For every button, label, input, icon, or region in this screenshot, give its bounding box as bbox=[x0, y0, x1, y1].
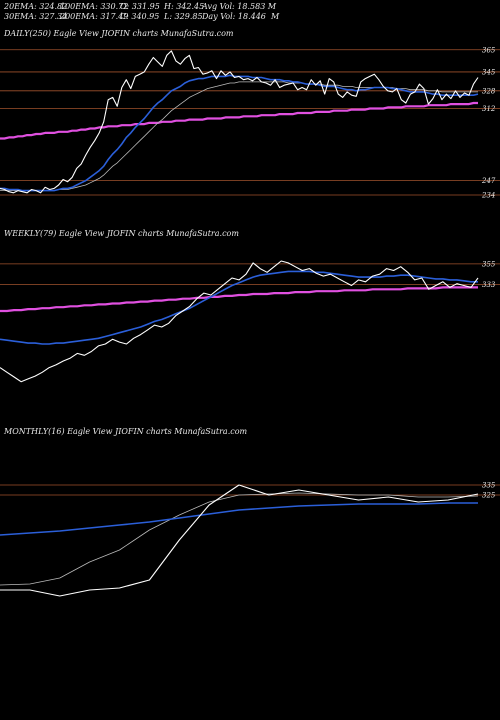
stat-close: C: 340.95 bbox=[120, 12, 160, 21]
monthly-series-price bbox=[0, 484, 479, 597]
stat-open: O: 331.95 bbox=[120, 2, 160, 11]
daily-level-label-328: 328 bbox=[482, 87, 496, 95]
stat-low: L: 329.85 bbox=[164, 12, 203, 21]
monthly-series-ema-grey bbox=[0, 492, 479, 586]
daily-series-ema-long bbox=[0, 101, 478, 140]
daily-series-price bbox=[0, 50, 479, 194]
daily-level-label-247: 247 bbox=[481, 177, 496, 185]
stat-high: H: 342.45 bbox=[164, 2, 205, 11]
daily-level-label-312: 312 bbox=[482, 105, 496, 113]
daily-panel-label: DAILY(250) Eagle View JIOFIN charts Muna… bbox=[4, 29, 234, 38]
weekly-level-label-355: 355 bbox=[482, 260, 496, 268]
stat-day-vol: Day Vol: 18.446 M bbox=[202, 12, 280, 21]
monthly-level-label-325: 325 bbox=[482, 492, 496, 500]
weekly-series-ema-fast bbox=[0, 270, 478, 345]
daily-level-label-234: 234 bbox=[481, 192, 495, 200]
weekly-series-price bbox=[0, 260, 479, 383]
daily-series-ema-grey bbox=[0, 81, 478, 192]
stat-avg-vol: Avg Vol: 18.583 M bbox=[202, 2, 277, 11]
weekly-series-ema-long bbox=[0, 286, 478, 313]
monthly-series-ema-fast bbox=[0, 502, 478, 536]
stat-ema30: 30EMA: 327.34 bbox=[4, 12, 68, 21]
stat-ema100: 100EMA: 330.72 bbox=[60, 2, 129, 11]
stat-ema20: 20EMA: 324.82 bbox=[4, 2, 68, 11]
stat-ema200: 200EMA: 317.49 bbox=[60, 12, 129, 21]
daily-level-label-365: 365 bbox=[482, 46, 496, 54]
monthly-level-label-335: 335 bbox=[482, 482, 496, 490]
weekly-level-label-333: 333 bbox=[482, 281, 496, 289]
daily-series-ema-fast bbox=[0, 74, 479, 192]
monthly-panel-label: MONTHLY(16) Eagle View JIOFIN charts Mun… bbox=[4, 427, 248, 436]
weekly-panel-label: WEEKLY(79) Eagle View JIOFIN charts Muna… bbox=[4, 229, 239, 238]
daily-level-label-345: 345 bbox=[482, 68, 496, 76]
